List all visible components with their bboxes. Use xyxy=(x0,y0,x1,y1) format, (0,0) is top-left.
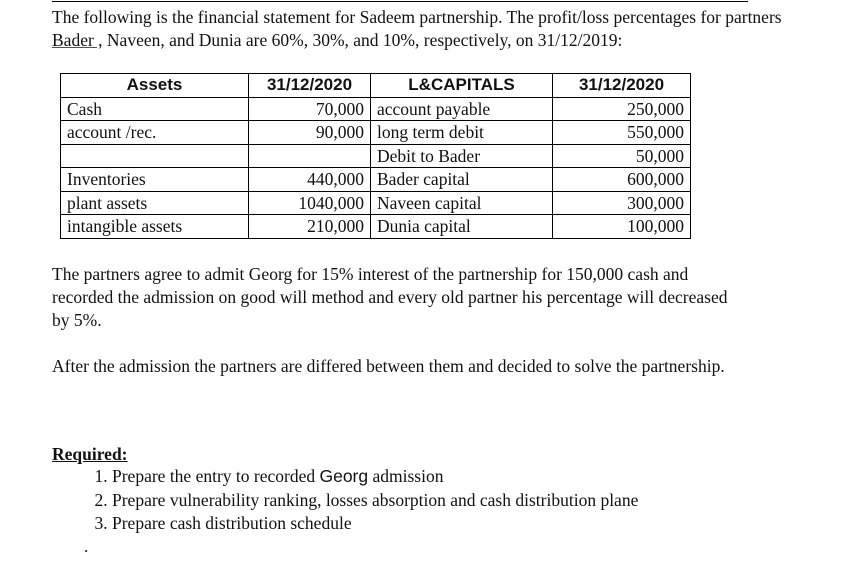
intro-paragraph: The following is the financial statement… xyxy=(52,6,812,52)
liability-value: 250,000 xyxy=(552,96,691,121)
table-row: account /rec. 90,000 long term debit 550,00… xyxy=(60,120,691,145)
asset-name: Inventories xyxy=(60,167,249,192)
item-text: Prepare the entry to recorded xyxy=(112,466,320,486)
list-item: Prepare cash distribution schedule xyxy=(112,512,638,536)
item-name: Georg xyxy=(319,466,369,486)
table-row: intangible assets 210,000 Dunia capital 100… xyxy=(60,214,691,239)
asset-name: intangible assets xyxy=(60,214,249,239)
item-text-end: admission xyxy=(368,466,444,486)
liability-name: Dunia capital xyxy=(370,214,553,239)
asset-name: Cash xyxy=(60,96,249,121)
intro-text-end: Naveen, and Dunia are 60%, 30%, and 10%,… xyxy=(102,30,623,50)
required-heading: Required: xyxy=(52,444,128,464)
asset-value: 440,000 xyxy=(248,167,371,192)
liability-value: 600,000 xyxy=(552,167,691,192)
liability-name: long term debit xyxy=(370,120,553,145)
liability-value: 100,000 xyxy=(552,214,691,239)
header-date: 31/12/2020 xyxy=(248,73,371,98)
list-item: Prepare the entry to recorded Georg admi… xyxy=(112,465,638,489)
top-rule xyxy=(52,1,748,2)
header-date: 31/12/2020 xyxy=(552,73,691,98)
asset-name: account /rec. xyxy=(60,120,249,145)
asset-name: plant assets xyxy=(60,190,249,215)
asset-value: 1040,000 xyxy=(248,190,371,215)
liability-value: 550,000 xyxy=(552,120,691,145)
required-list: Prepare the entry to recorded Georg admi… xyxy=(52,465,638,536)
table-row: plant assets 1040,000 Naveen capital 300,00… xyxy=(60,190,691,215)
liability-name: Bader capital xyxy=(370,167,553,192)
bader-link[interactable]: Bader , xyxy=(52,30,103,50)
table-row: Debit to Bader 50,000 xyxy=(60,143,691,168)
dissolution-paragraph: After the admission the partners are dif… xyxy=(52,356,725,376)
liability-value: 300,000 xyxy=(552,190,691,215)
liability-name: account payable xyxy=(370,96,553,121)
asset-name xyxy=(60,143,249,168)
table-row: Cash 70,000 account payable 250,000 xyxy=(60,96,691,121)
asset-value: 70,000 xyxy=(248,96,371,121)
admission-paragraph: The partners agree to admit Georg for 15… xyxy=(52,264,728,330)
asset-value xyxy=(248,143,371,168)
liability-name: Debit to Bader xyxy=(370,143,553,168)
liability-name: Naveen capital xyxy=(370,190,553,215)
header-liabilities-capitals: L&CAPITALS xyxy=(370,73,553,98)
header-assets: Assets xyxy=(60,73,249,98)
intro-text: The following is the financial statement… xyxy=(52,7,782,27)
list-item: Prepare vulnerability ranking, losses ab… xyxy=(112,489,638,513)
asset-value: 210,000 xyxy=(248,214,371,239)
financial-statement-table: Assets 31/12/2020 L&CAPITALS 31/12/2020 … xyxy=(60,73,691,239)
table-row: Inventories 440,000 Bader capital 600,000 xyxy=(60,167,691,192)
liability-value: 50,000 xyxy=(552,143,691,168)
trailing-dot: . xyxy=(84,537,89,556)
table-header-row: Assets 31/12/2020 L&CAPITALS 31/12/2020 xyxy=(60,73,691,98)
asset-value: 90,000 xyxy=(248,120,371,145)
